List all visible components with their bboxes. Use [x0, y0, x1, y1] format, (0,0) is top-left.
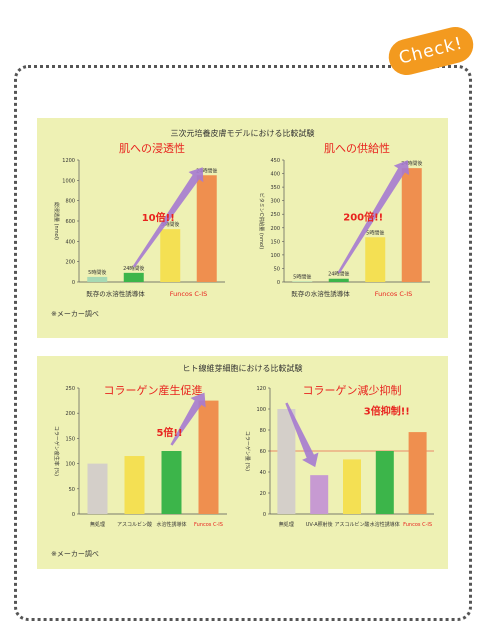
group-label: Funcos C-IS [170, 290, 208, 298]
bar [343, 459, 361, 514]
y-axis-label: 総浸透量 (nmol) [53, 202, 60, 240]
bar [87, 463, 108, 514]
y-tick-label: 1000 [62, 178, 75, 184]
y-tick-label: 300 [270, 199, 280, 205]
comparison-arrow [132, 167, 204, 268]
multiplier-annotation: 5倍!! [156, 426, 182, 439]
panel-fibroblast: ヒト線維芽細胞における比較試験 コラーゲン産生促進コラーゲン産生率 (%) 0 50… [37, 356, 448, 569]
y-tick-label: 800 [65, 199, 75, 205]
comparison-arrow [337, 160, 410, 274]
group-label: 既存の水溶性誘導体 [86, 289, 145, 298]
y-tick-label: 250 [65, 386, 75, 392]
chart-title: 肌への供給性 [324, 141, 390, 155]
bar [277, 409, 296, 514]
y-tick-label: 0 [277, 280, 280, 286]
bar [401, 168, 422, 282]
bar [292, 281, 313, 282]
category-label: Funcos C-IS [194, 522, 223, 528]
y-axis-label: ビタミンC供給量 (nmol) [258, 193, 265, 250]
chart-title: コラーゲン産生促進 [104, 383, 203, 397]
y-tick-label: 150 [65, 436, 75, 442]
multiplier-annotation: 3倍抑制!! [364, 404, 410, 417]
y-axis-label: コラーゲン量 (%) [244, 431, 251, 471]
y-tick-label: 200 [65, 411, 75, 417]
category-label: UV-A照射後 [306, 521, 333, 528]
y-tick-label: 80 [260, 428, 266, 434]
bar [328, 278, 349, 282]
multiplier-annotation: 10倍!! [142, 211, 175, 224]
category-label: アスコルビン酸 [117, 521, 152, 528]
y-tick-label: 200 [270, 226, 280, 232]
y-tick-label: 50 [274, 266, 280, 272]
y-tick-label: 20 [260, 491, 266, 497]
panel-3d-skin-model: 三次元培養皮膚モデルにおける比較試験 肌への浸透性総浸透量 (nmol) 0 200… [37, 118, 448, 338]
y-tick-label: 100 [65, 462, 75, 468]
y-tick-label: 350 [270, 185, 280, 191]
comparison-arrow [170, 392, 206, 446]
y-tick-label: 200 [65, 260, 75, 266]
chart-title: コラーゲン減少抑制 [303, 383, 402, 397]
y-tick-label: 0 [72, 280, 75, 286]
category-label: 無処理 [279, 521, 294, 528]
category-label: 無処理 [90, 521, 105, 528]
section-title: 三次元培養皮膚モデルにおける比較試験 [170, 129, 315, 138]
category-label: Funcos C-IS [403, 522, 432, 528]
bar-label: 24時間後 [328, 271, 349, 278]
maker-note: ※メーカー調べ [51, 310, 99, 318]
bar-label: 24時間後 [123, 265, 144, 272]
bar-label: 5時間後 [293, 273, 311, 280]
bar [408, 432, 427, 514]
category-label: 水溶性誘導体 [156, 521, 186, 528]
y-axis-label: コラーゲン産生率 (%) [53, 426, 60, 476]
y-tick-label: 250 [270, 212, 280, 218]
section-title: ヒト線維芽細胞における比較試験 [182, 364, 303, 373]
bar [123, 272, 144, 282]
bar-label: 5時間後 [88, 269, 106, 276]
bar-label: 5時間後 [366, 229, 384, 236]
group-label: Funcos C-IS [375, 290, 413, 298]
bar-label: 5時間後 [161, 221, 179, 228]
category-label: 水溶性誘導体 [370, 521, 400, 528]
y-tick-label: 100 [256, 407, 266, 413]
multiplier-annotation: 200倍!! [343, 210, 383, 223]
bar-label: 24時間後 [401, 160, 422, 167]
y-tick-label: 1200 [62, 158, 75, 164]
bar [161, 451, 182, 514]
comparison-arrow [285, 402, 319, 468]
bar-label: 24時間後 [196, 167, 217, 174]
bar [198, 400, 219, 514]
bar [160, 229, 181, 282]
dotted-frame [14, 65, 472, 621]
y-tick-label: 150 [270, 239, 280, 245]
bar [310, 475, 329, 514]
y-tick-label: 600 [65, 219, 75, 225]
y-tick-label: 0 [263, 512, 266, 518]
chart-title: 肌への浸透性 [119, 141, 185, 155]
bar [365, 237, 386, 282]
group-label: 既存の水溶性誘導体 [291, 289, 350, 298]
y-tick-label: 400 [270, 172, 280, 178]
y-tick-label: 40 [260, 470, 266, 476]
y-tick-label: 450 [270, 158, 280, 164]
category-label: アスコルビン酸 [334, 521, 369, 528]
bar [87, 276, 108, 282]
bar [124, 456, 145, 514]
y-tick-label: 60 [260, 449, 266, 455]
y-tick-label: 400 [65, 239, 75, 245]
y-tick-label: 100 [270, 253, 280, 259]
bar [375, 451, 394, 514]
y-tick-label: 120 [256, 386, 266, 392]
maker-note: ※メーカー調べ [51, 550, 99, 558]
bar [196, 175, 217, 282]
y-tick-label: 0 [72, 512, 75, 518]
y-tick-label: 50 [69, 487, 75, 493]
